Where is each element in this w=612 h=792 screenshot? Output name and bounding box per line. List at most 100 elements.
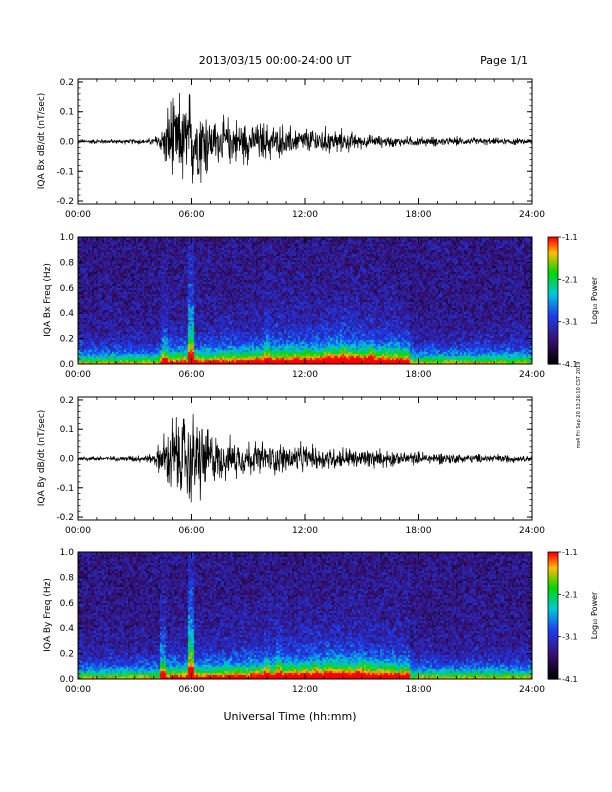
colorbar-segment: [548, 619, 558, 623]
y-tick-label: 0.0: [60, 675, 75, 685]
colorbar-segment: [548, 573, 558, 576]
page-indicator: Page 1/1: [480, 54, 528, 67]
by-colorbar: -1.1 -2.1 -3.1 -4.1 Log₁₀ Power: [547, 548, 599, 684]
colorbar-segment: [548, 598, 558, 602]
y-tick-label: 0.0: [60, 360, 75, 370]
colorbar-segment: [548, 645, 558, 648]
colorbar-segment: [548, 281, 558, 285]
side-note: ms4 Fri Sep 20 13:26:10 CST 2019: [576, 362, 582, 449]
date-range-title: 2013/03/15 00:00-24:00 UT: [199, 54, 352, 67]
x-tick-label: 24:00: [519, 685, 545, 695]
y-tick-label: 0.2: [60, 78, 74, 88]
x-tick-label: 18:00: [406, 685, 432, 695]
colorbar-segment: [548, 556, 558, 559]
x-tick-label: 00:00: [65, 526, 91, 536]
colorbar-segment: [548, 583, 558, 587]
colorbar-segment: [548, 558, 558, 562]
colorbar-segment: [548, 568, 558, 572]
colorbar-segment: [548, 342, 558, 346]
colorbar-segment: [548, 636, 558, 640]
x-tick-label: 18:00: [406, 370, 432, 380]
dbdt-series-line: [78, 92, 532, 184]
colorbar-segment: [548, 571, 558, 574]
colorbar-segment: [548, 672, 558, 676]
colorbar-segment: [548, 332, 558, 335]
colorbar-segment: [548, 634, 558, 638]
colorbar-segment: [548, 562, 558, 566]
colorbar-segment: [548, 328, 558, 331]
colorbar-tick-label: -3.1: [562, 318, 578, 327]
colorbar-segment: [548, 632, 558, 636]
colorbar-segment: [548, 298, 558, 302]
panel-bx-dbdt: 00:00 06:00 12:00 18:00 24:00 -0.2 -0.1 0.0 0.1 0…: [37, 78, 545, 220]
x-tick-label: 24:00: [519, 210, 545, 220]
colorbar-segment: [548, 653, 558, 657]
colorbar-segment: [548, 357, 558, 361]
colorbar-segment: [548, 245, 558, 249]
colorbar-label: Log₁₀ Power: [590, 276, 599, 324]
colorbar-segment: [548, 315, 558, 319]
colorbar-segment: [548, 666, 558, 670]
x-tick-label: 12:00: [292, 526, 318, 536]
colorbar-segment: [548, 643, 558, 646]
colorbar-segment: [548, 564, 558, 568]
panel-bx-spectrogram: 00:00 06:00 12:00 18:00 24:00 0.0 0.2 0.4 0.6 0.8…: [43, 233, 599, 380]
colorbar-segment: [548, 647, 558, 650]
y-tick-label: 0.2: [60, 396, 74, 406]
colorbar-segment: [548, 268, 558, 272]
colorbar-tick-label: -4.1: [562, 675, 578, 684]
panel-by-spectrogram: 00:00 06:00 12:00 18:00 24:00 0.0 0.2 0.4 0.6 0.8…: [43, 548, 599, 695]
y-tick-label: 0.4: [60, 309, 75, 319]
dbdt-series-line: [78, 413, 532, 503]
colorbar-segment: [548, 581, 558, 585]
colorbar-segment: [548, 664, 558, 667]
colorbar-segment: [548, 306, 558, 310]
x-tick-label: 00:00: [65, 685, 91, 695]
y-tick-label: 1.0: [60, 233, 75, 243]
x-tick-label: 18:00: [406, 210, 432, 220]
colorbar-segment: [548, 554, 558, 557]
colorbar-segment: [548, 304, 558, 308]
x-tick-label: 00:00: [65, 370, 91, 380]
colorbar-segment: [548, 649, 558, 653]
colorbar-segment: [548, 657, 558, 661]
colorbar-segment: [548, 347, 558, 350]
colorbar-segment: [548, 676, 558, 680]
x-tick-label: 18:00: [406, 526, 432, 536]
colorbar-segment: [548, 609, 558, 612]
y-tick-label: -0.2: [56, 197, 74, 207]
by-freq-ylabel: IQA By Freq (Hz): [43, 578, 53, 652]
colorbar-segment: [548, 311, 558, 314]
colorbar-segment: [548, 655, 558, 659]
x-tick-label: 06:00: [179, 526, 205, 536]
colorbar-segment: [548, 256, 558, 259]
colorbar-segment: [548, 613, 558, 617]
colorbar-segment: [548, 247, 558, 251]
colorbar-segment: [548, 279, 558, 283]
bx-freq-ylabel: IQA Bx Freq (Hz): [43, 263, 53, 337]
x-tick-label: 06:00: [179, 370, 205, 380]
y-tick-label: -0.1: [56, 484, 74, 494]
y-tick-label: 0.1: [60, 108, 74, 118]
by-dbdt-ylabel: IQA By dB/dt (nT/sec): [37, 410, 47, 507]
y-tick-label: 0.6: [60, 599, 75, 609]
by-spectrogram-image: [78, 552, 532, 679]
colorbar-frame: [547, 236, 559, 365]
colorbar-segment: [548, 349, 558, 352]
colorbar-segment: [548, 330, 558, 333]
colorbar-segment: [548, 272, 558, 276]
colorbar-segment: [548, 313, 558, 316]
colorbar-segment: [548, 600, 558, 604]
colorbar-tick-label: -1.1: [562, 233, 578, 242]
colorbar-segment: [548, 317, 558, 321]
colorbar-segment: [548, 302, 558, 306]
colorbar-segment: [548, 659, 558, 663]
colorbar-segment: [548, 617, 558, 621]
colorbar-tick-label: -3.1: [562, 633, 578, 642]
colorbar-segment: [548, 289, 558, 293]
colorbar-segment: [548, 321, 558, 325]
y-tick-label: 0.4: [60, 624, 75, 634]
colorbar-segment: [548, 292, 558, 295]
x-tick-label: 06:00: [179, 210, 205, 220]
